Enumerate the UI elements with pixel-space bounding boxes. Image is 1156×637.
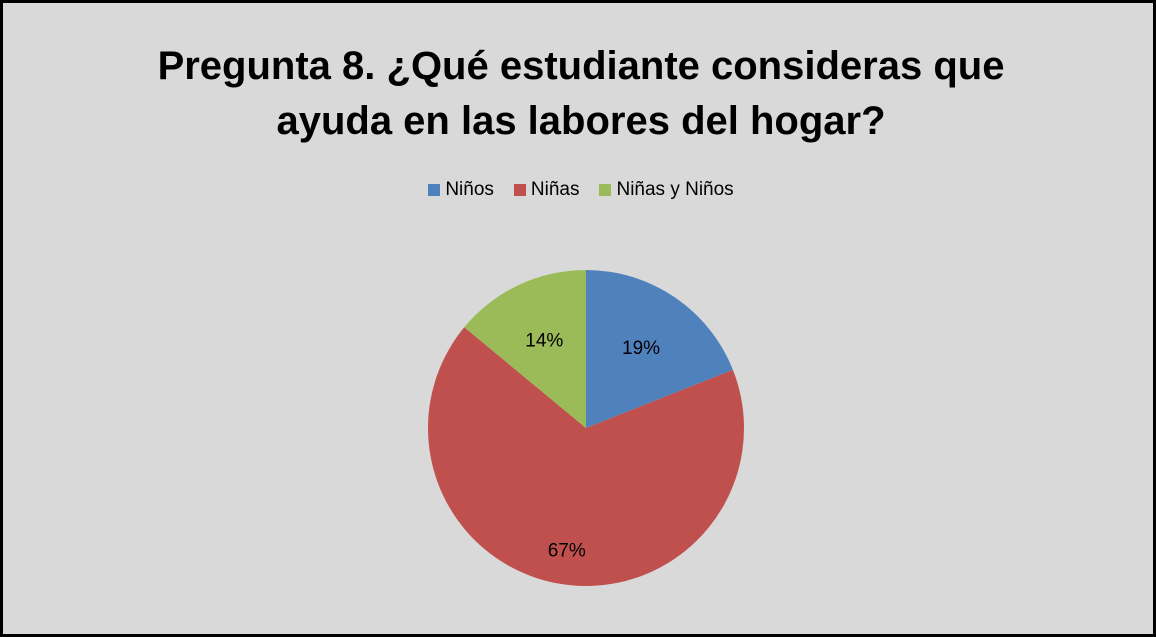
legend-label-ninos: Niños	[445, 179, 494, 200]
chart-title: Pregunta 8. ¿Qué estudiante consideras q…	[3, 39, 1156, 149]
pie-slices	[427, 270, 744, 587]
pie-slice-ninos	[586, 270, 733, 428]
pie-slice-ninas	[427, 327, 744, 587]
pie-label-ninas-y-ninos: 14%	[525, 330, 563, 351]
legend-label-ninas-y-ninos: Niñas y Niños	[616, 179, 734, 200]
legend-swatch-ninas-y-ninos	[599, 184, 612, 196]
legend-swatch-ninas	[513, 184, 526, 196]
legend: Niños Niñas Niñas y Niños	[3, 179, 1156, 201]
pie-label-ninas: 67%	[548, 541, 586, 562]
pie-slice-ninas-y-ninos	[464, 270, 586, 428]
legend-item-ninas-y-ninos: Niñas y Niños	[599, 179, 734, 201]
legend-item-ninas: Niñas	[513, 179, 580, 201]
chart-title-line-1: Pregunta 8. ¿Qué estudiante consideras q…	[157, 44, 1005, 88]
pie-labels: 19% 67% 14%	[525, 330, 660, 561]
pie-label-ninos: 19%	[622, 338, 660, 359]
legend-swatch-ninos	[428, 184, 441, 196]
legend-item-ninos: Niños	[428, 179, 494, 201]
chart-title-line-2: ayuda en las labores del hogar?	[276, 99, 886, 143]
legend-label-ninas: Niñas	[530, 179, 580, 200]
